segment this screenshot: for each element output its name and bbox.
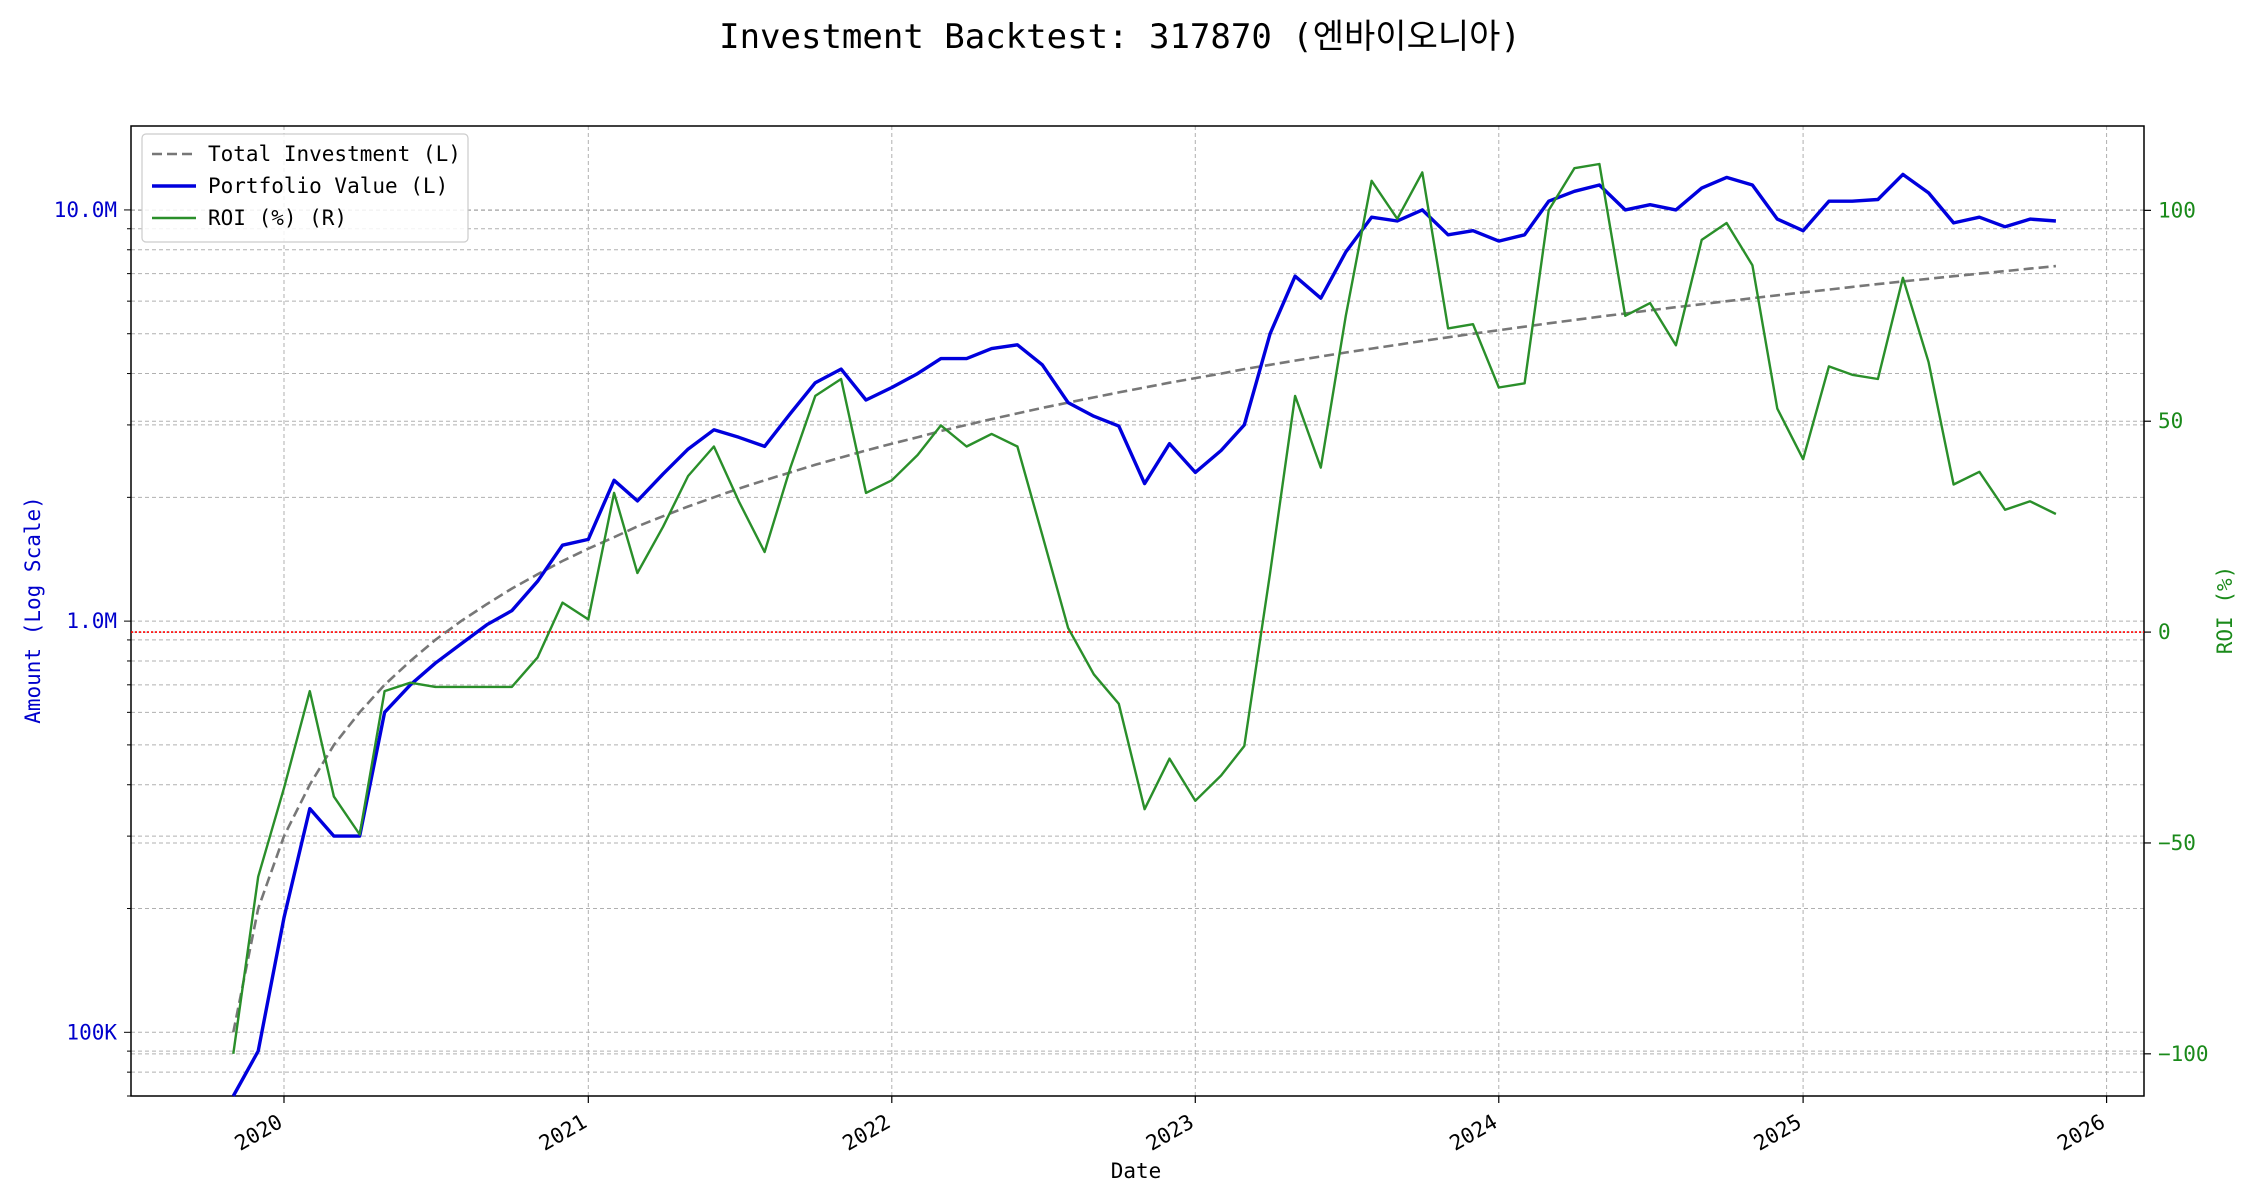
right-tick-label: 50 xyxy=(2158,409,2183,433)
x-tick-label: 2020 xyxy=(231,1110,287,1156)
portfolio-value-line xyxy=(231,172,2057,1097)
tick-labels: 2020 2021 2022 2023 2024 2025 2026 100K 1.0M 10.0… xyxy=(54,198,2209,1156)
x-tick-label: 2021 xyxy=(535,1110,591,1156)
x-tick-label: 2026 xyxy=(2053,1110,2109,1156)
legend-label: ROI (%) (R) xyxy=(208,206,347,230)
right-tick-label: 0 xyxy=(2158,620,2171,644)
total-investment-line xyxy=(232,264,2057,1033)
right-tick-label: −100 xyxy=(2158,1042,2209,1066)
x-tick-label: 2024 xyxy=(1445,1110,1501,1156)
right-tick-label: 100 xyxy=(2158,198,2196,222)
series-lines xyxy=(131,162,2144,1097)
left-tick-label: 100K xyxy=(66,1020,117,1044)
right-axis-label: ROI (%) xyxy=(2213,566,2237,655)
right-tick-label: −50 xyxy=(2158,831,2196,855)
plot-frame xyxy=(130,125,2145,1097)
legend-label: Portfolio Value (L) xyxy=(208,174,448,198)
left-tick-label: 10.0M xyxy=(54,198,117,222)
x-tick-label: 2022 xyxy=(838,1110,894,1156)
chart-title: Investment Backtest: 317870 (엔바이오니아) xyxy=(719,17,1521,57)
legend-box xyxy=(141,133,469,243)
grid-lines xyxy=(131,126,2144,1097)
axes xyxy=(124,125,2151,1103)
legend: Total Investment (L) Portfolio Value (L) R… xyxy=(141,133,469,243)
x-axis-label: Date xyxy=(1111,1159,1162,1183)
left-tick-label: 1.0M xyxy=(66,609,117,633)
roi-line xyxy=(232,162,2057,1054)
x-tick-label: 2023 xyxy=(1142,1110,1198,1156)
left-axis-label: Amount (Log Scale) xyxy=(21,496,45,724)
x-tick-label: 2025 xyxy=(1750,1110,1806,1156)
legend-label: Total Investment (L) xyxy=(208,142,461,166)
